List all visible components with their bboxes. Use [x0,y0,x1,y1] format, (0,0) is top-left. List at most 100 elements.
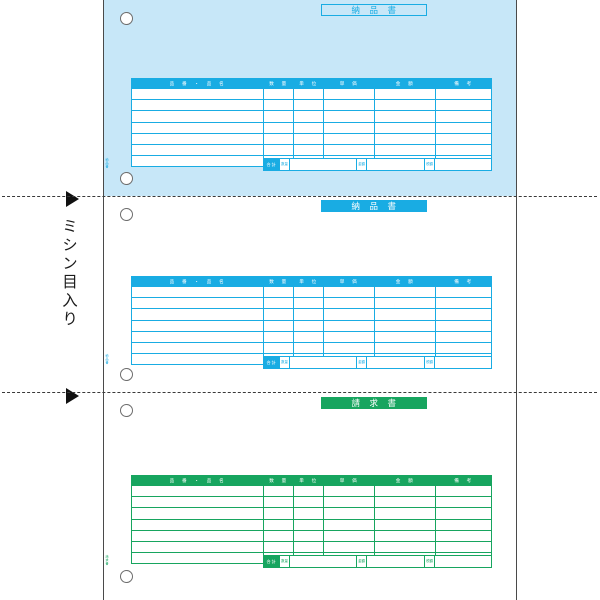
cell-quantity[interactable] [263,121,294,134]
total-value-tax[interactable] [434,356,492,369]
cell-remarks[interactable] [435,540,492,554]
cell-item-name[interactable] [131,341,264,355]
cell-item-name[interactable] [131,87,264,101]
cell-item-name[interactable] [131,319,264,332]
table-row[interactable] [131,132,492,145]
table-row[interactable] [131,87,492,101]
cell-quantity[interactable] [263,87,294,101]
cell-item-name[interactable] [131,507,264,520]
cell-amount[interactable] [374,297,436,310]
table-row[interactable] [131,330,492,343]
cell-amount[interactable] [374,110,436,123]
cell-unit[interactable] [293,99,324,112]
cell-remarks[interactable] [435,529,492,542]
cell-unit-price[interactable] [323,484,375,498]
cell-item-name[interactable] [131,121,264,134]
cell-unit[interactable] [293,496,324,509]
cell-remarks[interactable] [435,330,492,343]
cell-unit-price[interactable] [323,341,375,355]
cell-unit-price[interactable] [323,496,375,509]
total-value-tax[interactable] [434,555,492,568]
cell-unit[interactable] [293,341,324,355]
cell-unit-price[interactable] [323,330,375,343]
table-row[interactable] [131,121,492,134]
table-row[interactable] [131,507,492,520]
cell-item-name[interactable] [131,496,264,509]
cell-item-name[interactable] [131,132,264,145]
table-row[interactable] [131,308,492,321]
cell-quantity[interactable] [263,518,294,531]
cell-amount[interactable] [374,87,436,101]
cell-amount[interactable] [374,143,436,157]
cell-amount[interactable] [374,529,436,542]
cell-item-name[interactable] [131,155,264,168]
cell-unit[interactable] [293,121,324,134]
cell-unit-price[interactable] [323,297,375,310]
total-value-quantity[interactable] [289,356,357,369]
cell-remarks[interactable] [435,518,492,531]
cell-quantity[interactable] [263,297,294,310]
cell-quantity[interactable] [263,496,294,509]
cell-quantity[interactable] [263,507,294,520]
cell-item-name[interactable] [131,353,264,366]
cell-remarks[interactable] [435,99,492,112]
cell-unit-price[interactable] [323,518,375,531]
cell-quantity[interactable] [263,99,294,112]
cell-unit-price[interactable] [323,540,375,554]
total-value-amount[interactable] [366,356,425,369]
cell-unit[interactable] [293,529,324,542]
cell-amount[interactable] [374,99,436,112]
cell-quantity[interactable] [263,484,294,498]
cell-unit-price[interactable] [323,308,375,321]
table-row[interactable] [131,540,492,554]
cell-amount[interactable] [374,341,436,355]
cell-item-name[interactable] [131,330,264,343]
table-row[interactable] [131,341,492,355]
cell-item-name[interactable] [131,110,264,123]
total-value-tax[interactable] [434,158,492,171]
cell-unit[interactable] [293,285,324,299]
cell-remarks[interactable] [435,297,492,310]
cell-item-name[interactable] [131,484,264,498]
cell-quantity[interactable] [263,540,294,554]
cell-unit[interactable] [293,110,324,123]
cell-unit-price[interactable] [323,507,375,520]
table-row[interactable] [131,143,492,157]
cell-unit-price[interactable] [323,285,375,299]
cell-item-name[interactable] [131,308,264,321]
table-row[interactable] [131,319,492,332]
cell-unit[interactable] [293,297,324,310]
cell-remarks[interactable] [435,143,492,157]
cell-quantity[interactable] [263,132,294,145]
cell-amount[interactable] [374,330,436,343]
cell-amount[interactable] [374,319,436,332]
table-row[interactable] [131,529,492,542]
cell-unit[interactable] [293,319,324,332]
cell-quantity[interactable] [263,285,294,299]
cell-remarks[interactable] [435,341,492,355]
cell-amount[interactable] [374,285,436,299]
cell-item-name[interactable] [131,552,264,565]
cell-remarks[interactable] [435,87,492,101]
total-value-amount[interactable] [366,555,425,568]
cell-unit[interactable] [293,143,324,157]
cell-unit-price[interactable] [323,132,375,145]
cell-unit-price[interactable] [323,99,375,112]
cell-unit-price[interactable] [323,121,375,134]
cell-unit-price[interactable] [323,319,375,332]
table-row[interactable] [131,99,492,112]
cell-item-name[interactable] [131,518,264,531]
cell-unit[interactable] [293,507,324,520]
cell-amount[interactable] [374,484,436,498]
cell-item-name[interactable] [131,297,264,310]
cell-remarks[interactable] [435,507,492,520]
cell-quantity[interactable] [263,319,294,332]
cell-item-name[interactable] [131,529,264,542]
table-row[interactable] [131,496,492,509]
cell-amount[interactable] [374,507,436,520]
cell-item-name[interactable] [131,540,264,554]
cell-amount[interactable] [374,121,436,134]
cell-unit-price[interactable] [323,529,375,542]
cell-unit-price[interactable] [323,143,375,157]
cell-remarks[interactable] [435,319,492,332]
